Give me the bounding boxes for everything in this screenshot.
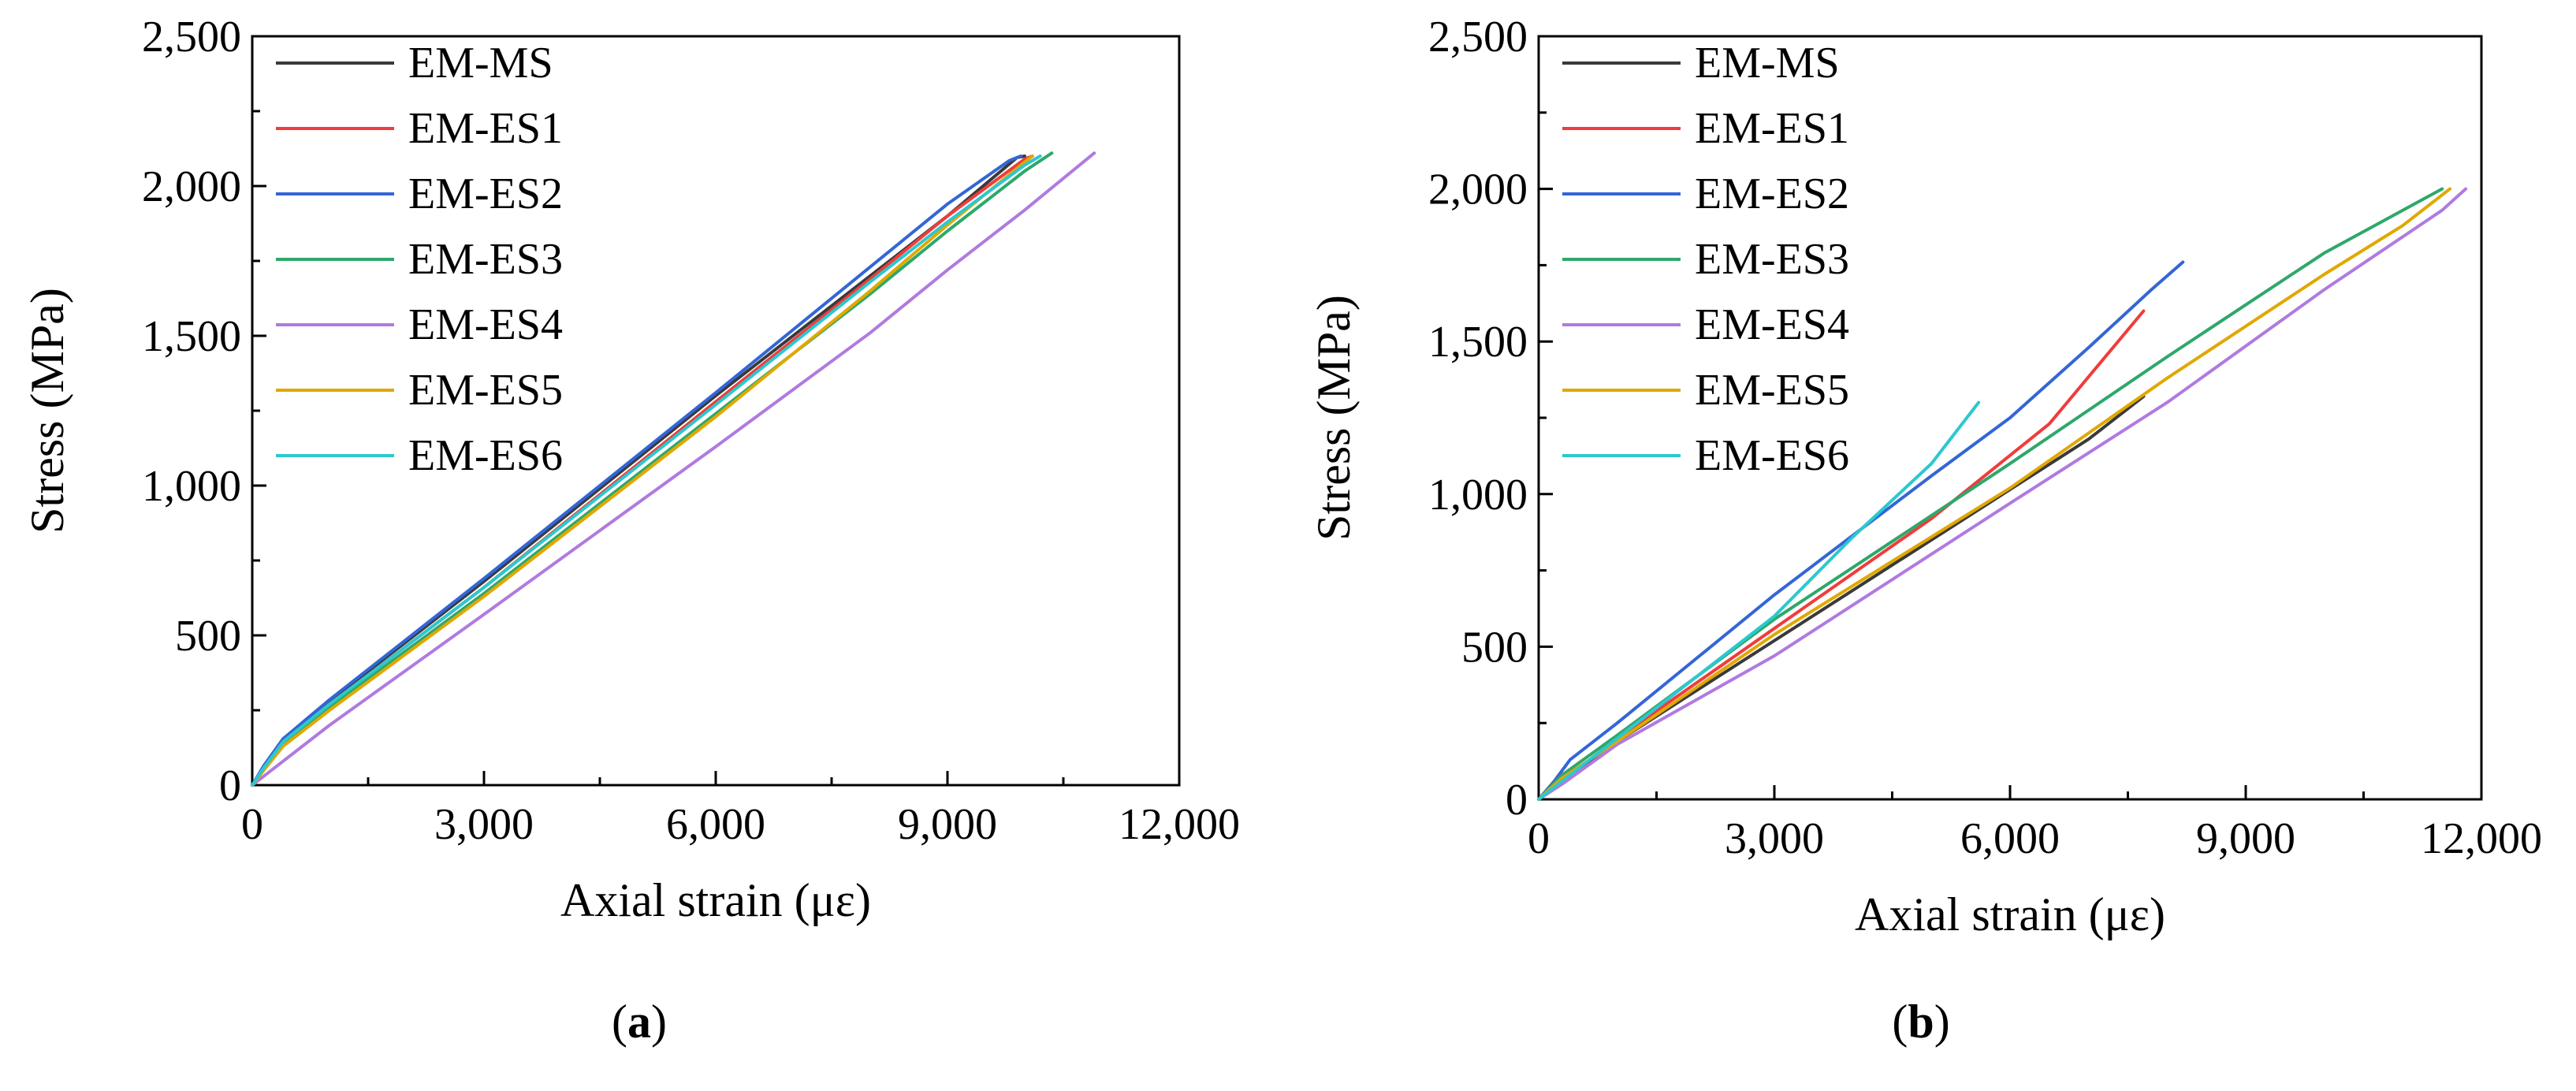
- panel-a-legend-label-em-es6: EM-ES6: [408, 431, 563, 480]
- panel-a-legend-label-em-es3: EM-ES3: [408, 235, 563, 284]
- panel-a-legend-label-em-es2: EM-ES2: [408, 169, 563, 218]
- panel-b-y-tick-label: 2,500: [1428, 13, 1528, 61]
- panel-a-legend-label-em-es5: EM-ES5: [408, 366, 563, 415]
- panel-b-legend-label-em-es2: EM-ES2: [1695, 169, 1849, 218]
- caption-a-open: (: [612, 996, 627, 1048]
- panel-a: 0 3,000 6,000 9,000 12,000 0 500 1,000 1,500 2,00…: [21, 13, 1240, 926]
- panel-a-series-em-es6: [251, 155, 1042, 787]
- panel-a-plot-frame: [251, 35, 1181, 787]
- panel-a-y-tick-label: 2,500: [142, 13, 241, 61]
- caption-a: (a): [560, 995, 718, 1049]
- panel-a-y-tick-label: 2,000: [142, 162, 241, 211]
- caption-b-letter: b: [1908, 996, 1934, 1048]
- panel-b-y-axis-label: Stress (MPa): [1308, 295, 1360, 541]
- panel-b: 0 3,000 6,000 9,000 12,000 0 500 1,000 1,500 2,00…: [1308, 13, 2542, 940]
- caption-b-close: ): [1934, 996, 1950, 1048]
- caption-a-letter: a: [627, 996, 651, 1048]
- panel-a-x-tick-label: 6,000: [666, 800, 765, 849]
- panel-b-y-tick-label: 2,000: [1428, 166, 1528, 214]
- panel-a-y-tick-label: 1,500: [142, 312, 241, 361]
- panel-a-legend-label-em-ms: EM-MS: [408, 39, 553, 88]
- panel-b-series-em-es4: [1537, 187, 2468, 801]
- panel-a-x-tick-label: 12,000: [1119, 800, 1240, 849]
- panel-a-x-axis-label: Axial strain (με): [560, 874, 871, 926]
- panel-b-x-tick-label: 0: [1528, 814, 1550, 863]
- panel-b-legend-label-em-es3: EM-ES3: [1695, 235, 1849, 284]
- panel-b-y-tick-label: 0: [1506, 776, 1528, 825]
- panel-a-x-tick-label: 9,000: [898, 800, 997, 849]
- panel-a-y-tick-label: 0: [219, 761, 241, 810]
- panel-a-legend-label-em-es4: EM-ES4: [408, 300, 563, 349]
- panel-a-series-em-es4: [251, 151, 1096, 787]
- panel-a-legend-label-em-es1: EM-ES1: [408, 104, 563, 153]
- panel-b-x-tick-label: 12,000: [2421, 814, 2542, 863]
- caption-b: (b): [1842, 995, 2000, 1049]
- caption-a-close: ): [651, 996, 667, 1048]
- panel-a-x-tick-label: 0: [241, 800, 263, 849]
- panel-b-y-tick-label: 1,000: [1428, 471, 1528, 519]
- panel-b-x-axis-label: Axial strain (με): [1855, 888, 2165, 940]
- panel-b-legend-label-em-ms: EM-MS: [1695, 39, 1840, 88]
- panel-b-legend-label-em-es1: EM-ES1: [1695, 104, 1849, 153]
- panel-a-x-tick-label: 3,000: [434, 800, 534, 849]
- panel-a-y-tick-label: 1,000: [142, 462, 241, 511]
- panel-b-legend-label-em-es6: EM-ES6: [1695, 431, 1849, 480]
- panel-a-y-tick-label: 500: [175, 612, 241, 661]
- panel-b-legend-label-em-es5: EM-ES5: [1695, 366, 1849, 415]
- panel-b-series-em-es3: [1537, 187, 2444, 801]
- panel-b-y-tick-label: 1,500: [1428, 318, 1528, 367]
- panel-a-series-em-es3: [251, 151, 1054, 787]
- panel-b-x-tick-label: 9,000: [2196, 814, 2295, 863]
- panel-b-legend-label-em-es4: EM-ES4: [1695, 300, 1849, 349]
- panel-b-y-tick-label: 500: [1461, 623, 1528, 672]
- panel-b-x-tick-label: 6,000: [1960, 814, 2060, 863]
- caption-b-open: (: [1892, 996, 1908, 1048]
- panel-b-series-em-es6: [1537, 400, 1981, 801]
- panel-b-series-em-es5: [1537, 187, 2452, 801]
- panel-b-x-tick-label: 3,000: [1725, 814, 1824, 863]
- panel-a-y-axis-label: Stress (MPa): [21, 288, 73, 534]
